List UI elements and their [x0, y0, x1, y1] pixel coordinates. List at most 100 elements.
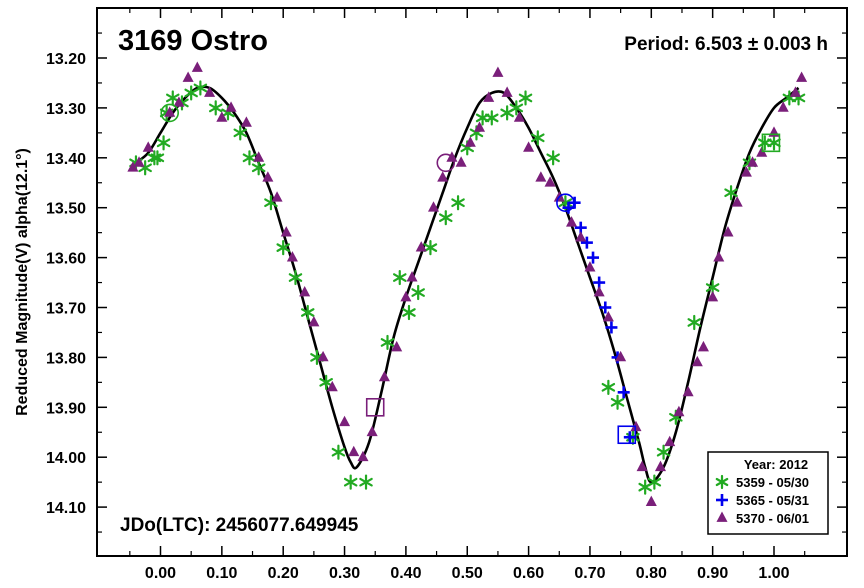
legend-title: Year: 2012	[744, 457, 808, 472]
point-5365	[580, 236, 593, 249]
chart-title: 3169 Ostro	[118, 25, 268, 57]
point-5370	[437, 171, 449, 182]
point-5359	[359, 474, 373, 490]
point-5359	[531, 130, 545, 146]
point-5359	[380, 334, 395, 351]
point-5370	[593, 286, 605, 297]
asterisk-stroke	[300, 308, 315, 317]
asterisk-stroke	[485, 113, 499, 123]
point-5370	[299, 286, 311, 297]
point-5359	[233, 125, 248, 141]
point-5359	[331, 444, 346, 460]
asterisk-stroke	[767, 138, 781, 148]
legend-marker-5359	[715, 474, 729, 490]
asterisk-stroke	[233, 128, 248, 138]
point-5370	[566, 216, 578, 227]
point-5370	[483, 91, 495, 102]
point-5359	[546, 150, 560, 166]
point-5359	[724, 185, 738, 201]
asterisk-stroke	[656, 447, 671, 457]
point-5370	[492, 66, 504, 77]
point-5370	[173, 96, 185, 107]
asterisk-stroke	[610, 397, 625, 407]
ticks-layer: 0.00 0.10 0.20 0.30 0.40 0.50 0.60 0.70 0.80 0.90…	[46, 8, 847, 582]
point-5370	[673, 405, 685, 417]
point-5370	[602, 310, 614, 322]
point-5359	[156, 135, 171, 151]
point-5359	[343, 474, 358, 490]
asterisk-stroke	[393, 273, 407, 282]
point-5370	[691, 355, 703, 367]
point-5359	[518, 90, 533, 106]
x-tick-label: 0.60	[513, 565, 544, 582]
x-tick-label: 0.10	[206, 565, 237, 582]
asterisk-stroke	[518, 93, 533, 103]
marked-point-square	[617, 425, 637, 445]
legend: Year: 2012 5359 - 05/30 5365 - 05/31 5370 …	[707, 451, 829, 535]
point-5359	[208, 100, 223, 116]
point-5365	[617, 386, 630, 399]
asterisk-stroke	[138, 163, 152, 173]
x-tick-label: 0.90	[697, 565, 728, 582]
point-5370	[584, 261, 596, 272]
y-tick-label: 14.00	[46, 450, 86, 467]
point-5359	[411, 284, 425, 301]
fit-layer	[135, 85, 800, 484]
point-5370	[133, 156, 145, 167]
asterisk-stroke	[331, 447, 346, 457]
marked-point-circle	[160, 103, 180, 123]
x-tick-label: 0.80	[636, 565, 667, 582]
point-5359	[423, 240, 438, 256]
period-label: Period: 6.503 ± 0.003 h	[624, 34, 828, 55]
point-5370	[191, 61, 203, 72]
marked-point-square	[761, 133, 781, 153]
point-5370	[339, 415, 351, 427]
points-layer	[127, 61, 808, 507]
point-5359	[451, 195, 465, 211]
point-5370	[645, 495, 657, 507]
point-5359	[319, 374, 333, 390]
point-5370	[308, 315, 320, 327]
asterisk-stroke	[319, 378, 333, 387]
asterisk-stroke	[451, 198, 465, 208]
point-5359	[485, 110, 499, 126]
y-tick-label: 13.90	[46, 400, 86, 417]
point-5370	[523, 141, 535, 152]
point-5370	[707, 291, 719, 302]
point-5370	[473, 121, 486, 132]
asterisk-stroke	[150, 153, 165, 163]
point-5370	[204, 86, 216, 97]
point-5370	[464, 136, 476, 147]
point-5370	[636, 460, 648, 472]
x-tick-label: 0.70	[574, 565, 605, 582]
point-5370	[240, 116, 252, 127]
x-tick-label: 0.50	[452, 565, 483, 582]
point-5370	[415, 241, 427, 252]
point-5370	[615, 350, 627, 362]
point-5359	[601, 379, 616, 395]
point-5370	[406, 271, 418, 282]
point-5359	[767, 135, 781, 151]
point-5359	[242, 150, 257, 166]
asterisk-stroke	[715, 477, 729, 487]
point-5370	[391, 340, 403, 352]
point-5370	[317, 350, 329, 362]
point-5370	[796, 71, 808, 82]
y-tick-label: 13.40	[46, 151, 86, 168]
legend-box	[707, 451, 829, 535]
y-tick-label: 14.10	[46, 500, 86, 517]
legend-marker-5370	[716, 511, 728, 522]
point-5370	[164, 106, 176, 117]
asterisk-stroke	[288, 273, 303, 282]
asterisk-stroke	[166, 93, 180, 103]
point-5370	[789, 86, 801, 97]
fit-curve	[135, 85, 800, 484]
x-tick-label: 0.30	[329, 565, 360, 582]
point-5359	[393, 269, 407, 286]
y-tick-label: 13.50	[46, 201, 86, 218]
y-tick-label: 13.80	[46, 350, 86, 367]
epoch-label: JDo(LTC): 2456077.649945	[120, 515, 359, 536]
asterisk-stroke	[601, 382, 616, 392]
